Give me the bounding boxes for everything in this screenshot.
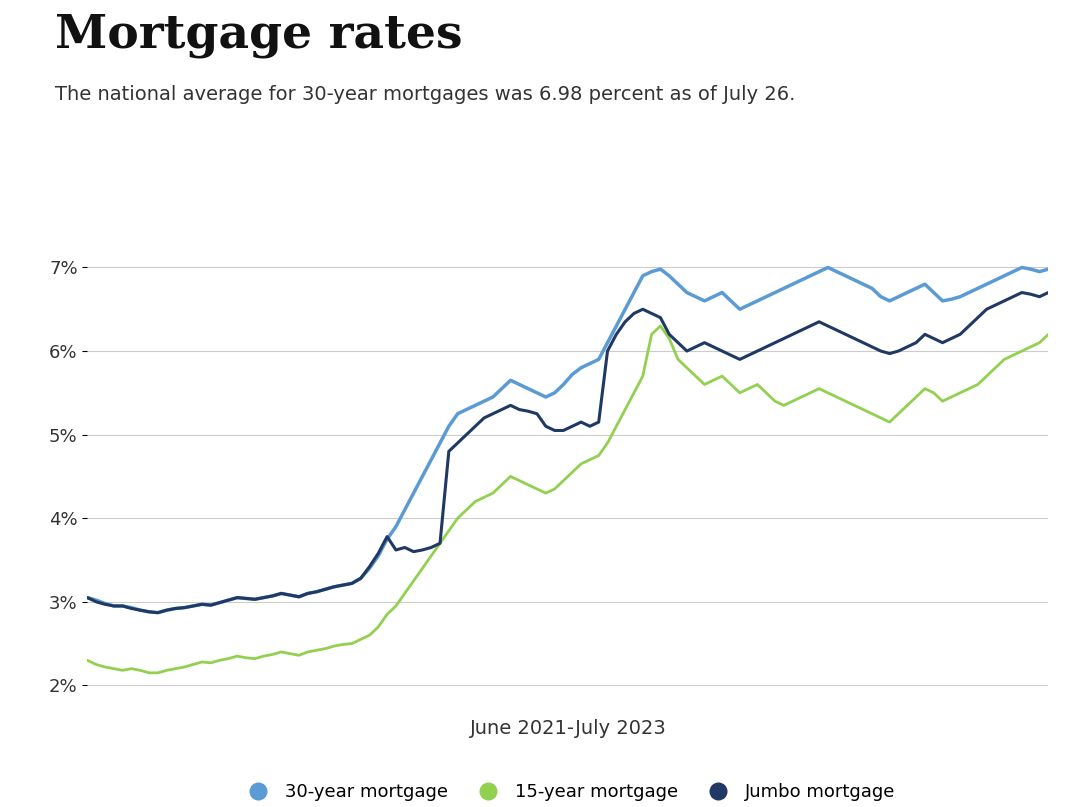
Text: The national average for 30-year mortgages was 6.98 percent as of July 26.: The national average for 30-year mortgag… — [55, 85, 795, 104]
Text: Mortgage rates: Mortgage rates — [55, 12, 462, 58]
Legend: 30-year mortgage, 15-year mortgage, Jumbo mortgage: 30-year mortgage, 15-year mortgage, Jumb… — [232, 774, 904, 807]
X-axis label: June 2021-July 2023: June 2021-July 2023 — [470, 719, 666, 738]
